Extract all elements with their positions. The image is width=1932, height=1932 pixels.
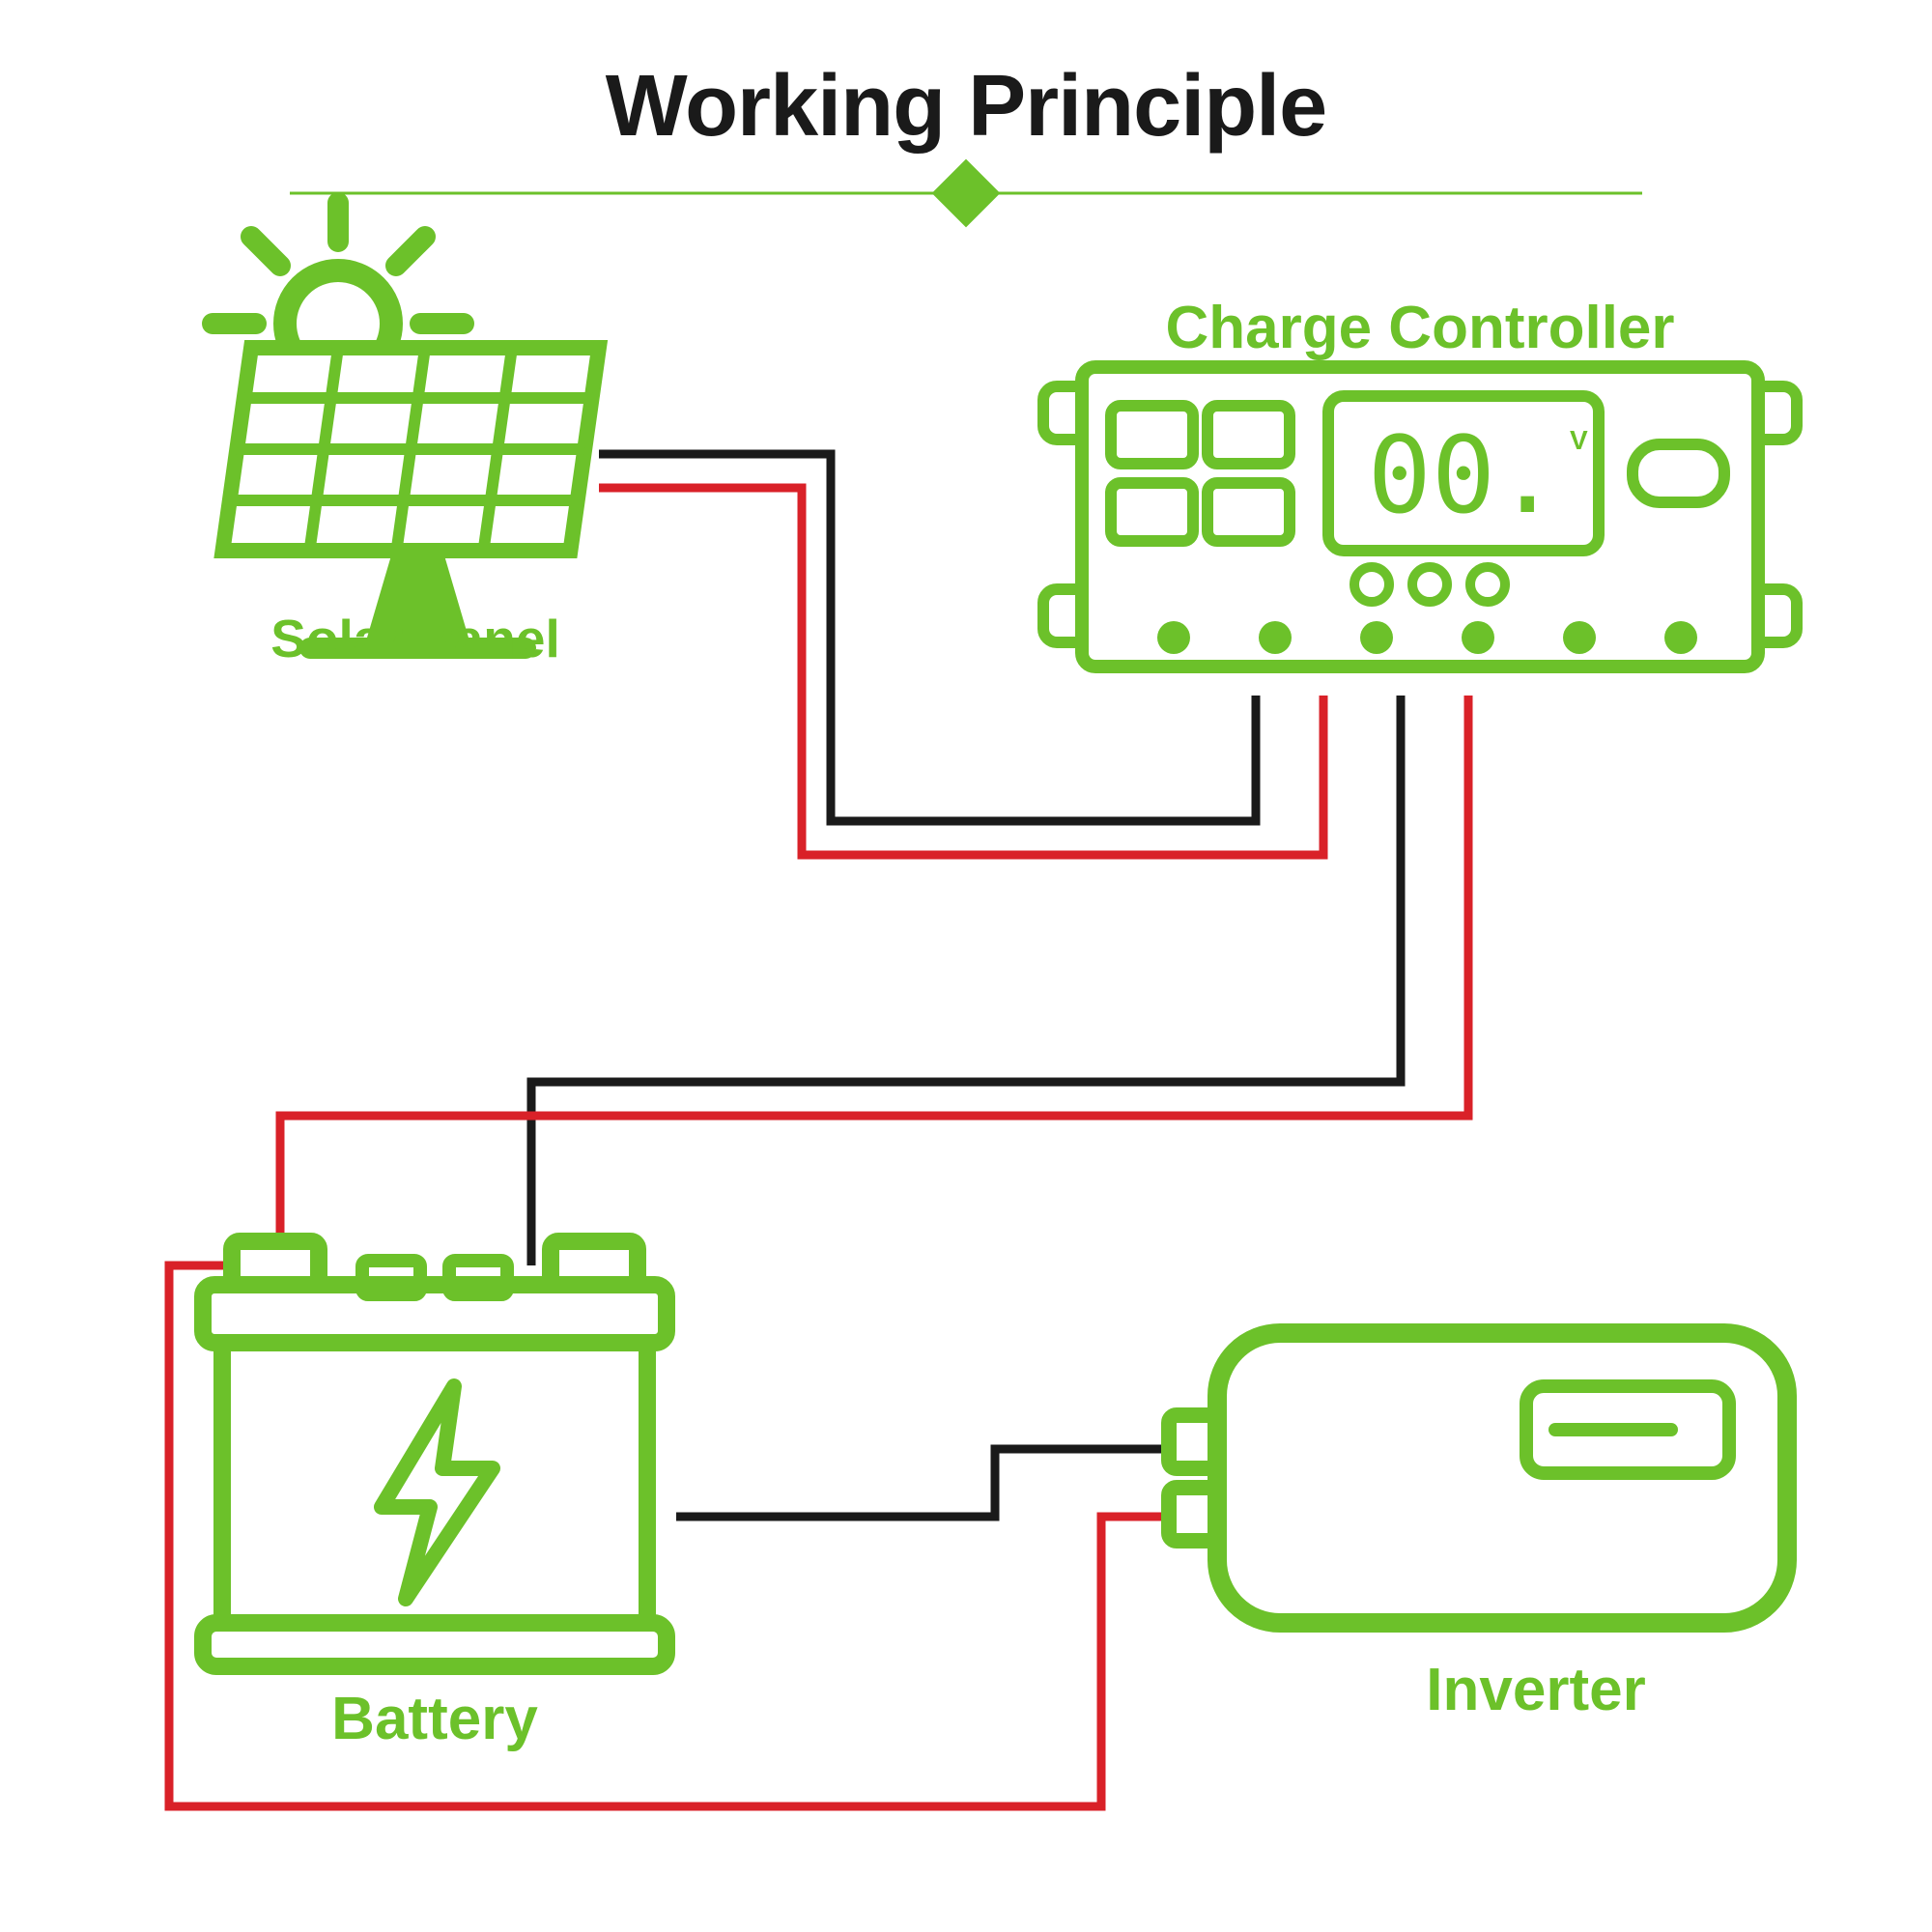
battery-icon <box>203 1241 667 1666</box>
wire-red <box>280 696 1468 1285</box>
controller-display: 00. <box>1368 413 1560 537</box>
charge-controller-label: Charge Controller <box>1165 295 1674 361</box>
controller-display-unit: V <box>1570 425 1588 455</box>
title-divider <box>290 159 1642 228</box>
solar-panel-icon <box>213 203 599 659</box>
battery-label: Battery <box>331 1686 538 1752</box>
inverter-label: Inverter <box>1426 1657 1645 1723</box>
inverter-icon <box>1169 1333 1787 1623</box>
charge-controller-icon: 00. V <box>1043 367 1797 667</box>
wire-black <box>676 1449 1186 1517</box>
wire-black <box>531 696 1401 1265</box>
page-title: Working Principle <box>606 58 1326 155</box>
solar-panel-label: Solar Panel <box>270 609 560 668</box>
